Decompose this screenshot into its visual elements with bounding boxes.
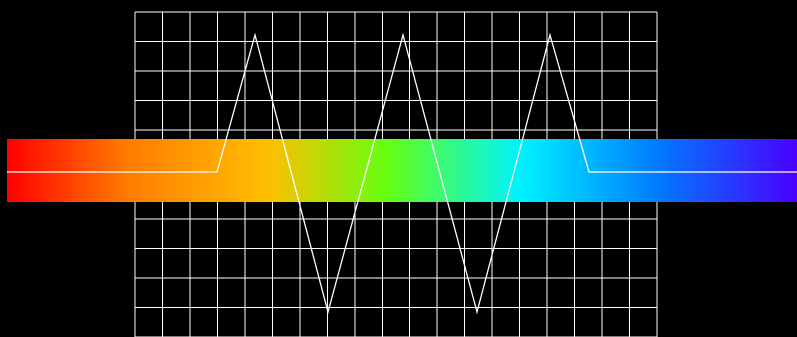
spectrum-band <box>7 139 797 202</box>
triangle-waveform-line <box>7 32 797 315</box>
